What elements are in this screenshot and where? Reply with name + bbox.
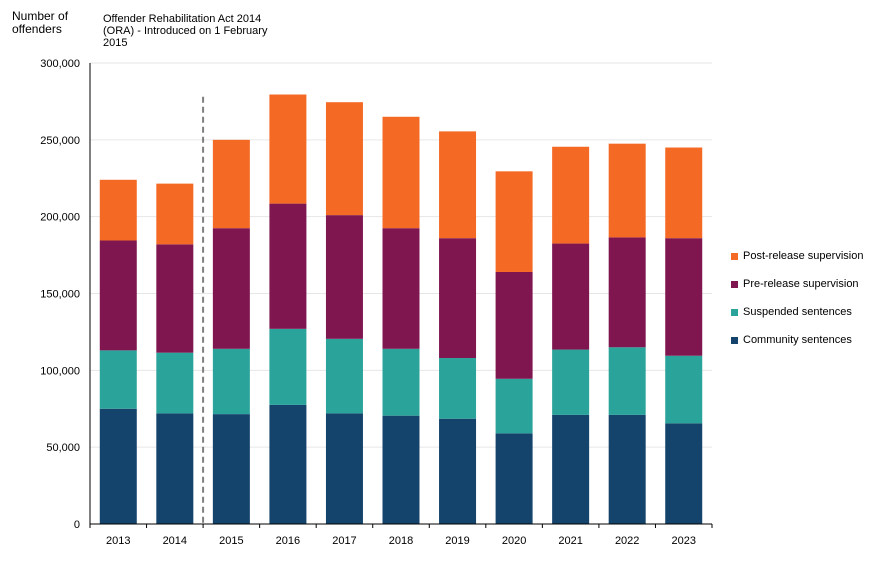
bar-segment bbox=[382, 116, 420, 229]
x-tick-label: 2015 bbox=[219, 535, 243, 547]
bar-segment bbox=[608, 237, 646, 348]
bar-segment bbox=[269, 404, 307, 524]
legend-label: Suspended sentences bbox=[743, 306, 852, 318]
bar-segment bbox=[212, 414, 250, 524]
legend-label: Post-release supervision bbox=[743, 250, 864, 262]
bar-segment bbox=[665, 355, 703, 424]
bar-segment bbox=[382, 228, 420, 349]
y-tick-label: 200,000 bbox=[40, 212, 80, 224]
bar-segment bbox=[325, 215, 363, 339]
bar-segment bbox=[608, 347, 646, 415]
bar-segment bbox=[99, 350, 137, 409]
x-tick-label: 2014 bbox=[163, 535, 187, 547]
legend-item: Community sentences bbox=[731, 334, 863, 346]
x-tick-label: 2017 bbox=[332, 535, 356, 547]
bar-segment bbox=[156, 413, 194, 524]
x-tick-label: 2018 bbox=[389, 535, 413, 547]
bar-segment bbox=[439, 238, 477, 359]
legend-swatch bbox=[731, 280, 738, 288]
bar-segment bbox=[156, 244, 194, 353]
bar-segment bbox=[608, 143, 646, 238]
y-tick-label: 150,000 bbox=[40, 289, 80, 301]
bar-segment bbox=[552, 146, 590, 244]
legend-item: Suspended sentences bbox=[731, 306, 863, 318]
legend-swatch bbox=[731, 308, 738, 316]
x-tick-label: 2019 bbox=[445, 535, 469, 547]
bar-segment bbox=[665, 238, 703, 356]
x-tick-label: 2022 bbox=[615, 535, 639, 547]
bar-segment bbox=[325, 102, 363, 216]
bar-segment bbox=[325, 413, 363, 524]
y-tick-label: 250,000 bbox=[40, 135, 80, 147]
legend-item: Pre-release supervision bbox=[731, 278, 863, 290]
y-tick-label: 50,000 bbox=[46, 442, 80, 454]
legend-label: Community sentences bbox=[743, 334, 852, 346]
bar-segment bbox=[269, 203, 307, 329]
bar-segment bbox=[382, 348, 420, 416]
bar-segment bbox=[212, 348, 250, 415]
bar-segment bbox=[439, 358, 477, 419]
bar-segment bbox=[212, 228, 250, 349]
x-tick-label: 2020 bbox=[502, 535, 526, 547]
y-tick-label: 100,000 bbox=[40, 365, 80, 377]
bar-segment bbox=[495, 378, 533, 434]
bar-segment bbox=[156, 183, 194, 245]
bar-segment bbox=[212, 139, 250, 229]
bar-segment bbox=[269, 328, 307, 405]
bar-segment bbox=[99, 240, 137, 351]
bar-segment bbox=[552, 349, 590, 415]
bar-segment bbox=[156, 352, 194, 414]
legend-swatch bbox=[731, 336, 738, 344]
x-tick-label: 2013 bbox=[106, 535, 130, 547]
bar-segment bbox=[99, 408, 137, 524]
legend-item: Post-release supervision bbox=[731, 250, 863, 262]
x-tick-label: 2016 bbox=[276, 535, 300, 547]
bar-segment bbox=[608, 414, 646, 524]
bar-segment bbox=[325, 338, 363, 414]
legend-label: Pre-release supervision bbox=[743, 278, 859, 290]
bar-segment bbox=[99, 179, 137, 241]
bar-segment bbox=[552, 414, 590, 524]
bar-segment bbox=[552, 243, 590, 350]
bar-segment bbox=[495, 271, 533, 379]
x-tick-label: 2021 bbox=[558, 535, 582, 547]
bar-segment bbox=[439, 131, 477, 239]
y-axis-label: Number of offenders bbox=[12, 9, 69, 36]
bar-segment bbox=[495, 171, 533, 272]
legend: Post-release supervision Pre-release supe… bbox=[731, 250, 863, 362]
bar-segment bbox=[665, 423, 703, 524]
bar-segment bbox=[495, 433, 533, 524]
ora-annotation: Offender Rehabilitation Act 2014 (ORA) -… bbox=[103, 13, 268, 49]
bar-segment bbox=[382, 415, 420, 524]
y-tick-label: 300,000 bbox=[40, 58, 80, 70]
bar-segment bbox=[269, 94, 307, 204]
legend-swatch bbox=[731, 252, 738, 260]
bar-segment bbox=[439, 418, 477, 524]
x-tick-label: 2023 bbox=[671, 535, 695, 547]
y-tick-label: 0 bbox=[74, 519, 80, 531]
bar-segment bbox=[665, 147, 703, 239]
